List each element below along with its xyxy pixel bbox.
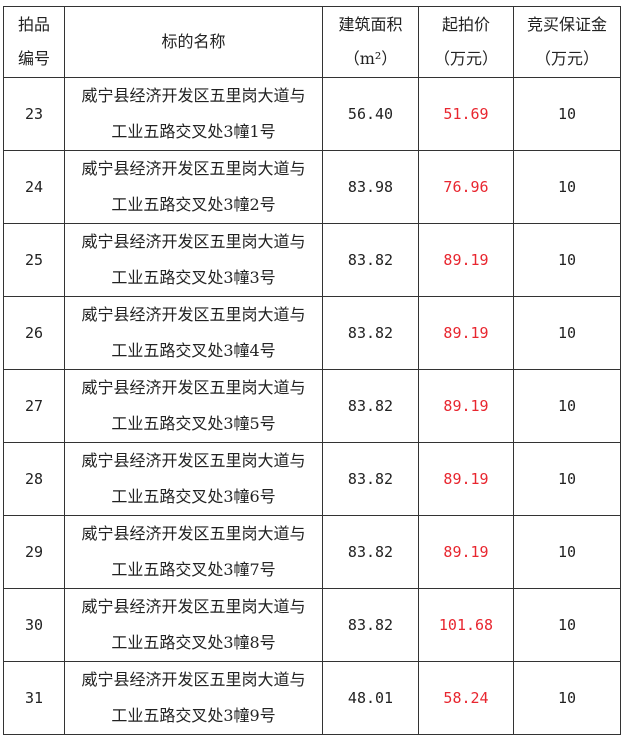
lot-name-line2: 工业五路交叉处3幢8号 xyxy=(111,633,276,652)
area: 56.40 xyxy=(322,77,419,151)
deposit: 10 xyxy=(513,77,621,151)
lot-name: 威宁县经济开发区五里岗大道与 工业五路交叉处3幢2号 xyxy=(64,150,323,224)
table-row: 23 威宁县经济开发区五里岗大道与 工业五路交叉处3幢1号 56.40 51.69… xyxy=(3,77,621,151)
lot-name-line1: 威宁县经济开发区五里岗大道与 xyxy=(81,232,306,251)
lot-name-line1: 威宁县经济开发区五里岗大道与 xyxy=(81,670,306,689)
lot-name: 威宁县经济开发区五里岗大道与 工业五路交叉处3幢1号 xyxy=(64,77,323,151)
lot-name-line2: 工业五路交叉处3幢6号 xyxy=(111,487,276,506)
starting-price: 76.96 xyxy=(418,150,514,224)
header-deposit: 竞买保证金 （万元） xyxy=(513,6,621,78)
header-price: 起拍价 （万元） xyxy=(418,6,514,78)
lot-name-line2: 工业五路交叉处3幢1号 xyxy=(111,122,276,141)
lot-no: 23 xyxy=(3,77,65,151)
starting-price: 89.19 xyxy=(418,369,514,443)
lot-name-line2: 工业五路交叉处3幢9号 xyxy=(111,706,276,725)
lot-no: 27 xyxy=(3,369,65,443)
lot-no: 31 xyxy=(3,661,65,735)
lot-name-line2: 工业五路交叉处3幢2号 xyxy=(111,195,276,214)
table-row: 28 威宁县经济开发区五里岗大道与 工业五路交叉处3幢6号 83.82 89.19… xyxy=(3,442,621,516)
header-price-line2: （万元） xyxy=(433,49,498,68)
deposit: 10 xyxy=(513,369,621,443)
header-lot-no-label: 拍品编号 xyxy=(18,15,51,68)
header-area: 建筑面积 （m²） xyxy=(322,6,419,78)
lot-name: 威宁县经济开发区五里岗大道与 工业五路交叉处3幢9号 xyxy=(64,661,323,735)
starting-price: 89.19 xyxy=(418,223,514,297)
lot-name: 威宁县经济开发区五里岗大道与 工业五路交叉处3幢7号 xyxy=(64,515,323,589)
lot-name-line2: 工业五路交叉处3幢5号 xyxy=(111,414,276,433)
lot-name-line1: 威宁县经济开发区五里岗大道与 xyxy=(81,86,306,105)
lot-no: 28 xyxy=(3,442,65,516)
header-area-line1: 建筑面积 xyxy=(338,15,403,34)
deposit: 10 xyxy=(513,296,621,370)
lot-no: 29 xyxy=(3,515,65,589)
deposit: 10 xyxy=(513,442,621,516)
table-row: 25 威宁县经济开发区五里岗大道与 工业五路交叉处3幢3号 83.82 89.19… xyxy=(3,223,621,297)
lot-name-line1: 威宁县经济开发区五里岗大道与 xyxy=(81,305,306,324)
lot-name-line1: 威宁县经济开发区五里岗大道与 xyxy=(81,451,306,470)
starting-price: 51.69 xyxy=(418,77,514,151)
table-row: 29 威宁县经济开发区五里岗大道与 工业五路交叉处3幢7号 83.82 89.19… xyxy=(3,515,621,589)
table-row: 31 威宁县经济开发区五里岗大道与 工业五路交叉处3幢9号 48.01 58.24… xyxy=(3,661,621,735)
area: 83.82 xyxy=(322,588,419,662)
area: 83.82 xyxy=(322,515,419,589)
lot-name-line1: 威宁县经济开发区五里岗大道与 xyxy=(81,159,306,178)
table-row: 24 威宁县经济开发区五里岗大道与 工业五路交叉处3幢2号 83.98 76.96… xyxy=(3,150,621,224)
table-row: 30 威宁县经济开发区五里岗大道与 工业五路交叉处3幢8号 83.82 101.6… xyxy=(3,588,621,662)
deposit: 10 xyxy=(513,515,621,589)
table-row: 27 威宁县经济开发区五里岗大道与 工业五路交叉处3幢5号 83.82 89.19… xyxy=(3,369,621,443)
starting-price: 58.24 xyxy=(418,661,514,735)
lot-name: 威宁县经济开发区五里岗大道与 工业五路交叉处3幢3号 xyxy=(64,223,323,297)
area: 48.01 xyxy=(322,661,419,735)
area: 83.82 xyxy=(322,296,419,370)
header-deposit-line1: 竞买保证金 xyxy=(526,15,607,34)
area: 83.82 xyxy=(322,442,419,516)
header-deposit-line2: （万元） xyxy=(534,49,599,68)
header-row: 拍品编号 标的名称 建筑面积 （m²） 起拍价 （万元） 竞买保证金 （万元） xyxy=(3,6,621,78)
lot-no: 24 xyxy=(3,150,65,224)
lot-no: 25 xyxy=(3,223,65,297)
lot-name: 威宁县经济开发区五里岗大道与 工业五路交叉处3幢6号 xyxy=(64,442,323,516)
deposit: 10 xyxy=(513,661,621,735)
lot-no: 30 xyxy=(3,588,65,662)
lot-name-line2: 工业五路交叉处3幢4号 xyxy=(111,341,276,360)
table-row: 26 威宁县经济开发区五里岗大道与 工业五路交叉处3幢4号 83.82 89.19… xyxy=(3,296,621,370)
lot-no: 26 xyxy=(3,296,65,370)
starting-price: 89.19 xyxy=(418,296,514,370)
lot-name-line1: 威宁县经济开发区五里岗大道与 xyxy=(81,524,306,543)
lot-name-line1: 威宁县经济开发区五里岗大道与 xyxy=(81,597,306,616)
starting-price: 101.68 xyxy=(418,588,514,662)
starting-price: 89.19 xyxy=(418,515,514,589)
lot-name: 威宁县经济开发区五里岗大道与 工业五路交叉处3幢8号 xyxy=(64,588,323,662)
deposit: 10 xyxy=(513,223,621,297)
deposit: 10 xyxy=(513,150,621,224)
lot-name-line2: 工业五路交叉处3幢3号 xyxy=(111,268,276,287)
area: 83.82 xyxy=(322,223,419,297)
lot-name-line1: 威宁县经济开发区五里岗大道与 xyxy=(81,378,306,397)
lot-name: 威宁县经济开发区五里岗大道与 工业五路交叉处3幢5号 xyxy=(64,369,323,443)
lot-name-line2: 工业五路交叉处3幢7号 xyxy=(111,560,276,579)
header-lot-no: 拍品编号 xyxy=(3,6,65,78)
auction-lots-table: 拍品编号 标的名称 建筑面积 （m²） 起拍价 （万元） 竞买保证金 （万元） 23 … xyxy=(3,6,621,735)
deposit: 10 xyxy=(513,588,621,662)
header-price-line1: 起拍价 xyxy=(441,15,490,34)
lot-name: 威宁县经济开发区五里岗大道与 工业五路交叉处3幢4号 xyxy=(64,296,323,370)
header-area-line2: （m²） xyxy=(343,49,398,68)
area: 83.98 xyxy=(322,150,419,224)
area: 83.82 xyxy=(322,369,419,443)
starting-price: 89.19 xyxy=(418,442,514,516)
header-name: 标的名称 xyxy=(64,6,323,78)
